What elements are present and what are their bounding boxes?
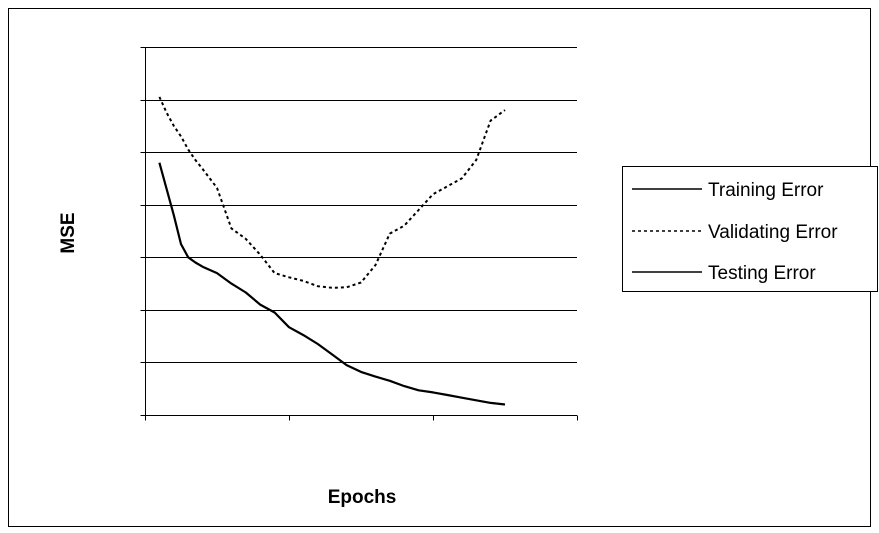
series-line-training-error xyxy=(158,162,506,406)
plot-area xyxy=(158,96,506,406)
series-line-validating-error xyxy=(158,96,506,289)
gridlines xyxy=(145,47,577,363)
legend-label: Training Error xyxy=(708,180,824,201)
y-axis-label: MSE xyxy=(58,212,79,253)
legend: Training Error Validating Error Testing Er… xyxy=(622,166,878,292)
legend-label: Testing Error xyxy=(708,263,816,284)
axes xyxy=(140,47,578,421)
legend-box xyxy=(622,166,878,292)
legend-label: Validating Error xyxy=(708,222,838,243)
x-axis-label: Epochs xyxy=(328,487,397,508)
